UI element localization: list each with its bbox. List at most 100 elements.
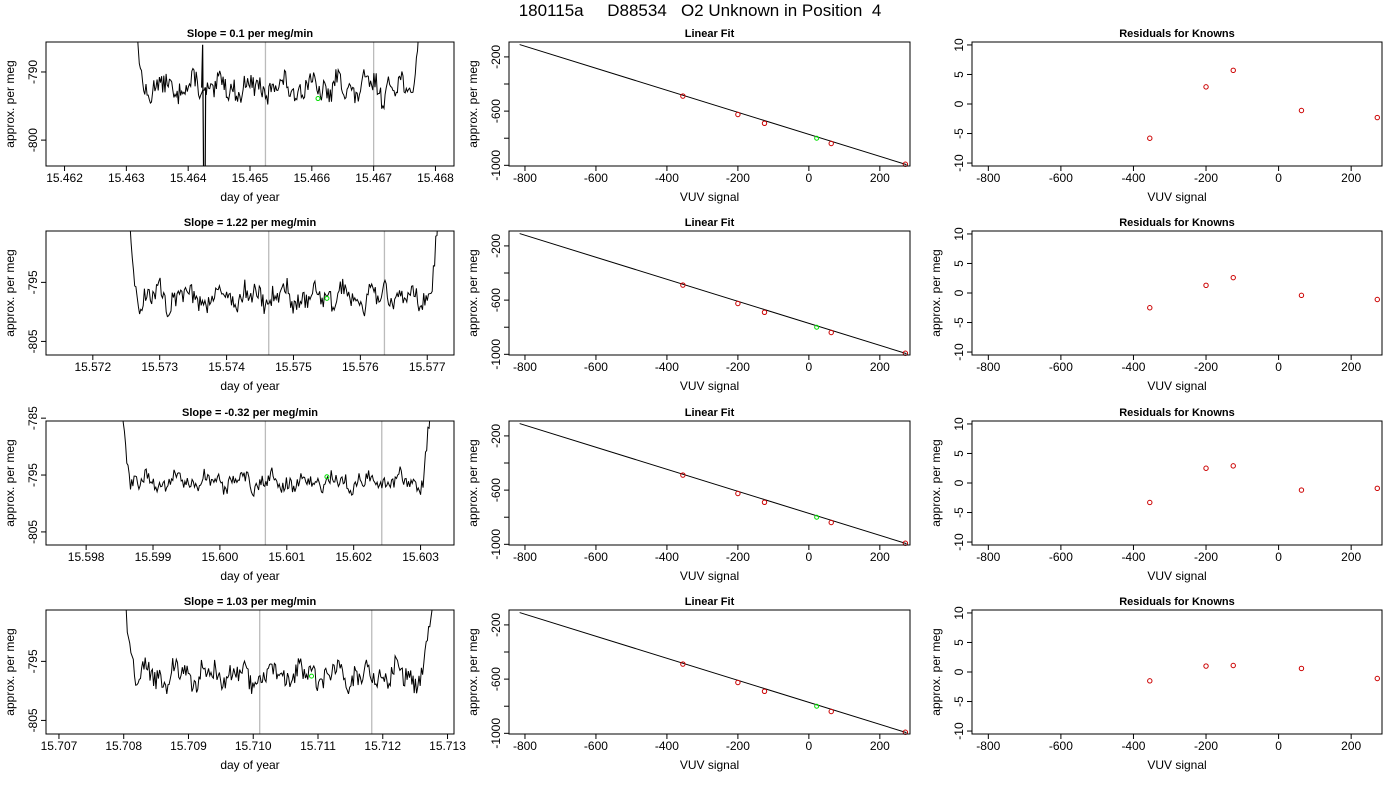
r4-resid-ytick-label: 0 — [952, 668, 966, 675]
r4-fit-ytick-label: -1000 — [489, 718, 503, 749]
r2-fit-unknown-point — [814, 324, 820, 330]
r1-fit-frame — [508, 41, 911, 167]
r1-fit-xlabel: VUV signal — [680, 190, 739, 204]
r4-trace-xtick-label: 15.707 — [41, 739, 78, 753]
r3-trace-ytick-label: -805 — [26, 520, 40, 544]
r2-fit-ytick-label: -1000 — [489, 339, 503, 370]
r1-resid-ytick-label: 0 — [952, 100, 966, 107]
r2-trace-ylabel: approx. per meg — [3, 249, 17, 336]
r4-resid-ytick-label: 5 — [952, 639, 966, 646]
r2-fit-known-point — [680, 282, 686, 288]
r2-fit-known-point — [735, 300, 741, 307]
r4-fit-unknown-point — [814, 703, 820, 709]
r1-trace-spike — [201, 44, 207, 166]
r4-resid-xtick-label: -400 — [1121, 739, 1145, 753]
r4-trace-title: Slope = 1.03 per meg/min — [184, 596, 317, 608]
r2-resid-xlabel: VUV signal — [1147, 379, 1206, 393]
r2-trace-xtick-label: 15.576 — [342, 360, 379, 374]
r1-fit-known-point — [828, 140, 834, 147]
r1-fit-xtick-label: -200 — [726, 171, 750, 185]
r2-fit-xtick-label: -200 — [726, 360, 750, 374]
figure-title: 180115a D88534 O2 Unknown in Position 4 — [518, 1, 882, 20]
r1-resid-known-point — [1203, 84, 1209, 90]
r2-trace-xtick-label: 15.572 — [74, 360, 111, 374]
r1-fit-xtick-label: 0 — [806, 171, 813, 185]
r2-resid-ytick-label: 0 — [952, 289, 966, 296]
r1-resid-ytick-label: -10 — [952, 154, 966, 172]
r3-trace-trace — [122, 421, 431, 498]
r1-resid-xtick-label: 0 — [1275, 171, 1282, 185]
r3-trace-frame — [45, 420, 455, 546]
r3-fit-xtick-label: -200 — [726, 550, 750, 564]
r3-fit-fit-line — [519, 423, 907, 545]
r2-resid-xtick-label: -800 — [976, 360, 1000, 374]
r4-fit-known-point — [680, 661, 686, 667]
r2-fit-xlabel: VUV signal — [680, 379, 739, 393]
r3-trace-ylabel: approx. per meg — [3, 439, 17, 526]
r4-trace-xtick-label: 15.711 — [300, 739, 336, 753]
r4-trace-ytick-label: -795 — [26, 649, 40, 673]
r1-trace-xtick-label: 15.467 — [355, 171, 392, 185]
r3-resid-xtick-label: 200 — [1341, 550, 1361, 564]
r4-trace-xtick-label: 15.713 — [429, 739, 466, 753]
r2-resid-known-point — [1230, 274, 1236, 281]
r1-trace-xtick-label: 15.465 — [232, 171, 269, 185]
r1-resid-ytick-label: -5 — [952, 128, 966, 139]
r3-fit-known-point — [761, 499, 768, 506]
r4-resid-xtick-label: -800 — [976, 739, 1000, 753]
r1-trace-ylabel: approx. per meg — [3, 60, 17, 147]
r2-fit-ylabel: approx. per meg — [466, 249, 480, 336]
r4-resid-frame — [971, 609, 1383, 735]
r2-resid-frame — [971, 230, 1383, 356]
r1-trace-ytick-label: -800 — [26, 128, 40, 152]
r2-trace-unknown-point — [324, 295, 330, 301]
r2-fit-frame — [508, 230, 911, 356]
r2-fit-xtick-label: 200 — [870, 360, 890, 374]
r4-fit-title: Linear Fit — [685, 596, 735, 608]
r1-fit-xtick-label: -800 — [513, 171, 537, 185]
r3-fit-xtick-label: 0 — [806, 550, 813, 564]
r4-resid-title: Residuals for Knowns — [1119, 596, 1235, 608]
r4-resid-known-point — [1147, 678, 1153, 684]
r1-fit-xtick-label: 200 — [870, 171, 890, 185]
r2-trace-trace — [129, 231, 438, 318]
r2-fit-xtick-label: -400 — [655, 360, 679, 374]
r4-resid-known-point — [1203, 663, 1209, 669]
r3-trace-unknown-point — [324, 474, 330, 480]
r1-fit-ytick-label: -1000 — [489, 150, 503, 181]
r3-resid-known-point — [1298, 487, 1305, 493]
r3-trace-xlabel: day of year — [220, 569, 279, 583]
r2-trace-xlabel: day of year — [220, 379, 279, 393]
r3-fit-xlabel: VUV signal — [680, 569, 739, 583]
r4-resid-xtick-label: 0 — [1275, 739, 1282, 753]
r3-trace-ytick-label: -795 — [26, 463, 40, 487]
r1-trace-xtick-label: 15.468 — [417, 171, 454, 185]
r2-resid-ylabel: approx. per meg — [929, 249, 943, 336]
r4-trace-xtick-label: 15.709 — [170, 739, 207, 753]
r2-trace-frame — [45, 230, 455, 356]
r4-fit-xlabel: VUV signal — [680, 758, 739, 772]
r4-fit-xtick-label: 200 — [870, 739, 890, 753]
r3-fit-ytick-label: -600 — [489, 478, 503, 502]
r4-fit-ylabel: approx. per meg — [466, 628, 480, 715]
r1-trace-xlabel: day of year — [220, 190, 279, 204]
r2-resid-ytick-label: 10 — [952, 227, 966, 241]
r4-fit-frame — [508, 609, 911, 735]
r3-resid-xtick-label: -400 — [1121, 550, 1145, 564]
r1-fit-ytick-label: -600 — [489, 99, 503, 123]
r3-fit-xtick-label: -400 — [655, 550, 679, 564]
r1-resid-xtick-label: -800 — [976, 171, 1000, 185]
r3-resid-ytick-label: -10 — [952, 533, 966, 551]
r3-resid-known-point — [1203, 465, 1209, 471]
r4-resid-xtick-label: 200 — [1341, 739, 1361, 753]
r2-trace-title: Slope = 1.22 per meg/min — [184, 217, 317, 229]
r4-trace-ytick-label: -805 — [26, 708, 40, 732]
r1-fit-xtick-label: -400 — [655, 171, 679, 185]
r3-resid-frame — [971, 420, 1383, 546]
r1-fit-known-point — [735, 111, 741, 118]
r1-fit-known-point — [761, 120, 768, 127]
r4-trace-xtick-label: 15.712 — [364, 739, 401, 753]
r1-fit-unknown-point — [814, 135, 820, 141]
r4-fit-known-point — [761, 688, 768, 695]
